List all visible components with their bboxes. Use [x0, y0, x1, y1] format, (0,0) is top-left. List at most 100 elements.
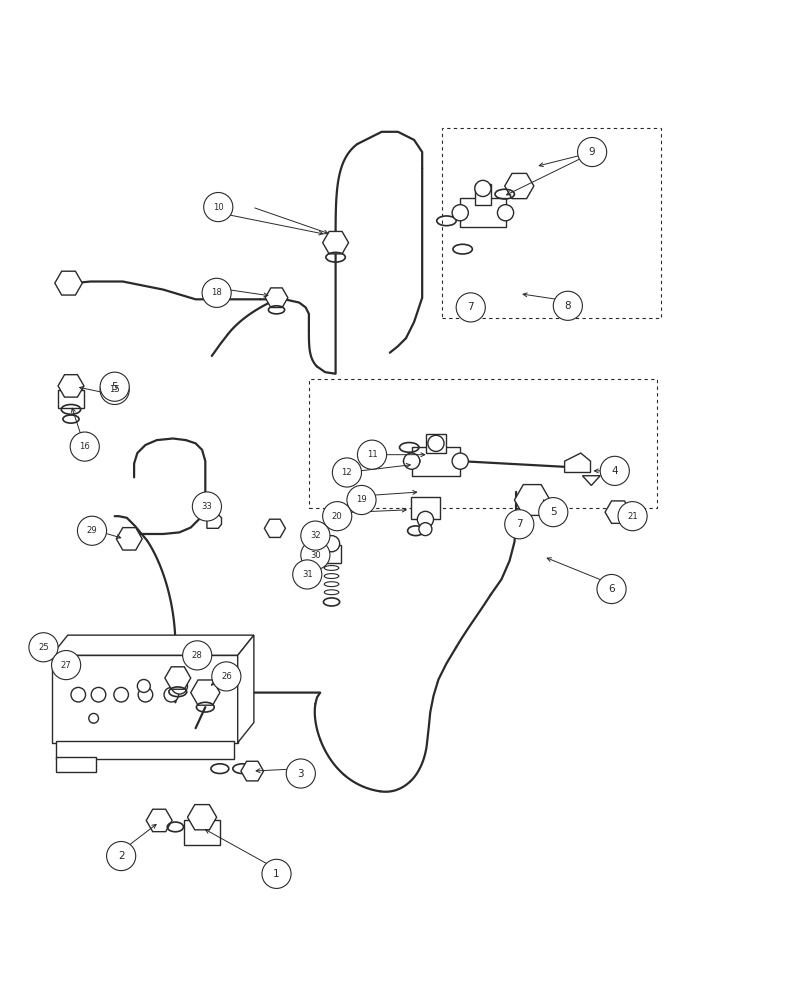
Text: 3: 3: [297, 769, 304, 779]
Polygon shape: [191, 680, 220, 705]
Text: 15: 15: [109, 385, 120, 394]
Bar: [442, 128, 660, 318]
Polygon shape: [322, 231, 348, 254]
Text: 29: 29: [87, 526, 97, 535]
Circle shape: [204, 192, 233, 222]
Polygon shape: [58, 375, 84, 397]
Text: 18: 18: [211, 288, 221, 297]
Text: 19: 19: [356, 495, 367, 504]
Polygon shape: [207, 515, 221, 528]
Bar: [474, 184, 491, 205]
Circle shape: [300, 540, 329, 570]
Text: 11: 11: [367, 450, 377, 459]
Text: 25: 25: [38, 643, 49, 652]
Circle shape: [114, 687, 128, 702]
Circle shape: [346, 485, 375, 515]
Circle shape: [138, 687, 152, 702]
Circle shape: [552, 291, 581, 320]
Polygon shape: [54, 271, 82, 295]
Circle shape: [77, 516, 106, 545]
Circle shape: [452, 205, 468, 221]
Circle shape: [286, 759, 315, 788]
Circle shape: [452, 453, 468, 469]
Text: 2: 2: [118, 851, 124, 861]
Circle shape: [474, 180, 491, 197]
Polygon shape: [581, 476, 599, 485]
Text: 10: 10: [212, 203, 223, 212]
Text: 33: 33: [201, 502, 212, 511]
Bar: [184, 820, 220, 845]
Text: 12: 12: [341, 468, 352, 477]
Polygon shape: [238, 635, 254, 743]
Bar: [58, 390, 84, 408]
Circle shape: [577, 137, 606, 167]
Text: 1: 1: [272, 869, 280, 879]
Circle shape: [599, 456, 629, 485]
Circle shape: [91, 687, 105, 702]
Text: 4: 4: [611, 466, 617, 476]
Text: 32: 32: [310, 531, 320, 540]
Bar: [308, 379, 656, 508]
Circle shape: [403, 453, 419, 469]
Circle shape: [292, 560, 321, 589]
Circle shape: [418, 523, 431, 536]
Circle shape: [202, 278, 231, 307]
Text: 21: 21: [626, 512, 637, 521]
Text: 27: 27: [61, 661, 71, 670]
Circle shape: [357, 440, 386, 469]
Text: 31: 31: [302, 570, 312, 579]
Polygon shape: [604, 501, 630, 523]
Text: 26: 26: [221, 672, 231, 681]
Circle shape: [100, 375, 129, 405]
Circle shape: [137, 679, 150, 692]
Bar: [411, 447, 460, 476]
Text: 7: 7: [467, 302, 474, 312]
Circle shape: [171, 678, 187, 694]
Circle shape: [417, 511, 433, 528]
Circle shape: [100, 372, 129, 401]
Circle shape: [262, 859, 290, 888]
Text: 7: 7: [515, 519, 522, 529]
Circle shape: [29, 633, 58, 662]
Bar: [55, 741, 234, 759]
Circle shape: [427, 435, 444, 451]
Bar: [426, 434, 445, 453]
Circle shape: [332, 458, 361, 487]
Circle shape: [497, 205, 513, 221]
Polygon shape: [264, 519, 285, 537]
Circle shape: [617, 502, 646, 531]
Circle shape: [456, 293, 485, 322]
Circle shape: [538, 498, 567, 527]
Bar: [321, 545, 341, 563]
Circle shape: [212, 662, 241, 691]
Circle shape: [323, 536, 339, 552]
Bar: [460, 198, 505, 227]
Circle shape: [71, 687, 85, 702]
Circle shape: [300, 521, 329, 550]
Polygon shape: [504, 173, 533, 199]
Text: 9: 9: [588, 147, 594, 157]
Polygon shape: [564, 453, 590, 472]
Polygon shape: [51, 655, 238, 743]
Text: 20: 20: [332, 512, 342, 521]
Polygon shape: [265, 288, 287, 308]
Bar: [55, 757, 96, 772]
Circle shape: [504, 510, 533, 539]
Circle shape: [88, 713, 98, 723]
Text: 16: 16: [79, 442, 90, 451]
Circle shape: [322, 502, 351, 531]
Circle shape: [164, 687, 178, 702]
Circle shape: [70, 432, 99, 461]
Polygon shape: [146, 809, 172, 832]
Polygon shape: [187, 805, 217, 830]
Text: 30: 30: [310, 551, 320, 560]
Circle shape: [192, 492, 221, 521]
Circle shape: [106, 841, 135, 871]
Polygon shape: [116, 528, 142, 550]
Text: 5: 5: [549, 507, 556, 517]
Text: 5: 5: [111, 382, 118, 392]
Circle shape: [51, 651, 80, 680]
Polygon shape: [51, 635, 254, 655]
Polygon shape: [514, 485, 549, 515]
Text: 6: 6: [607, 584, 614, 594]
